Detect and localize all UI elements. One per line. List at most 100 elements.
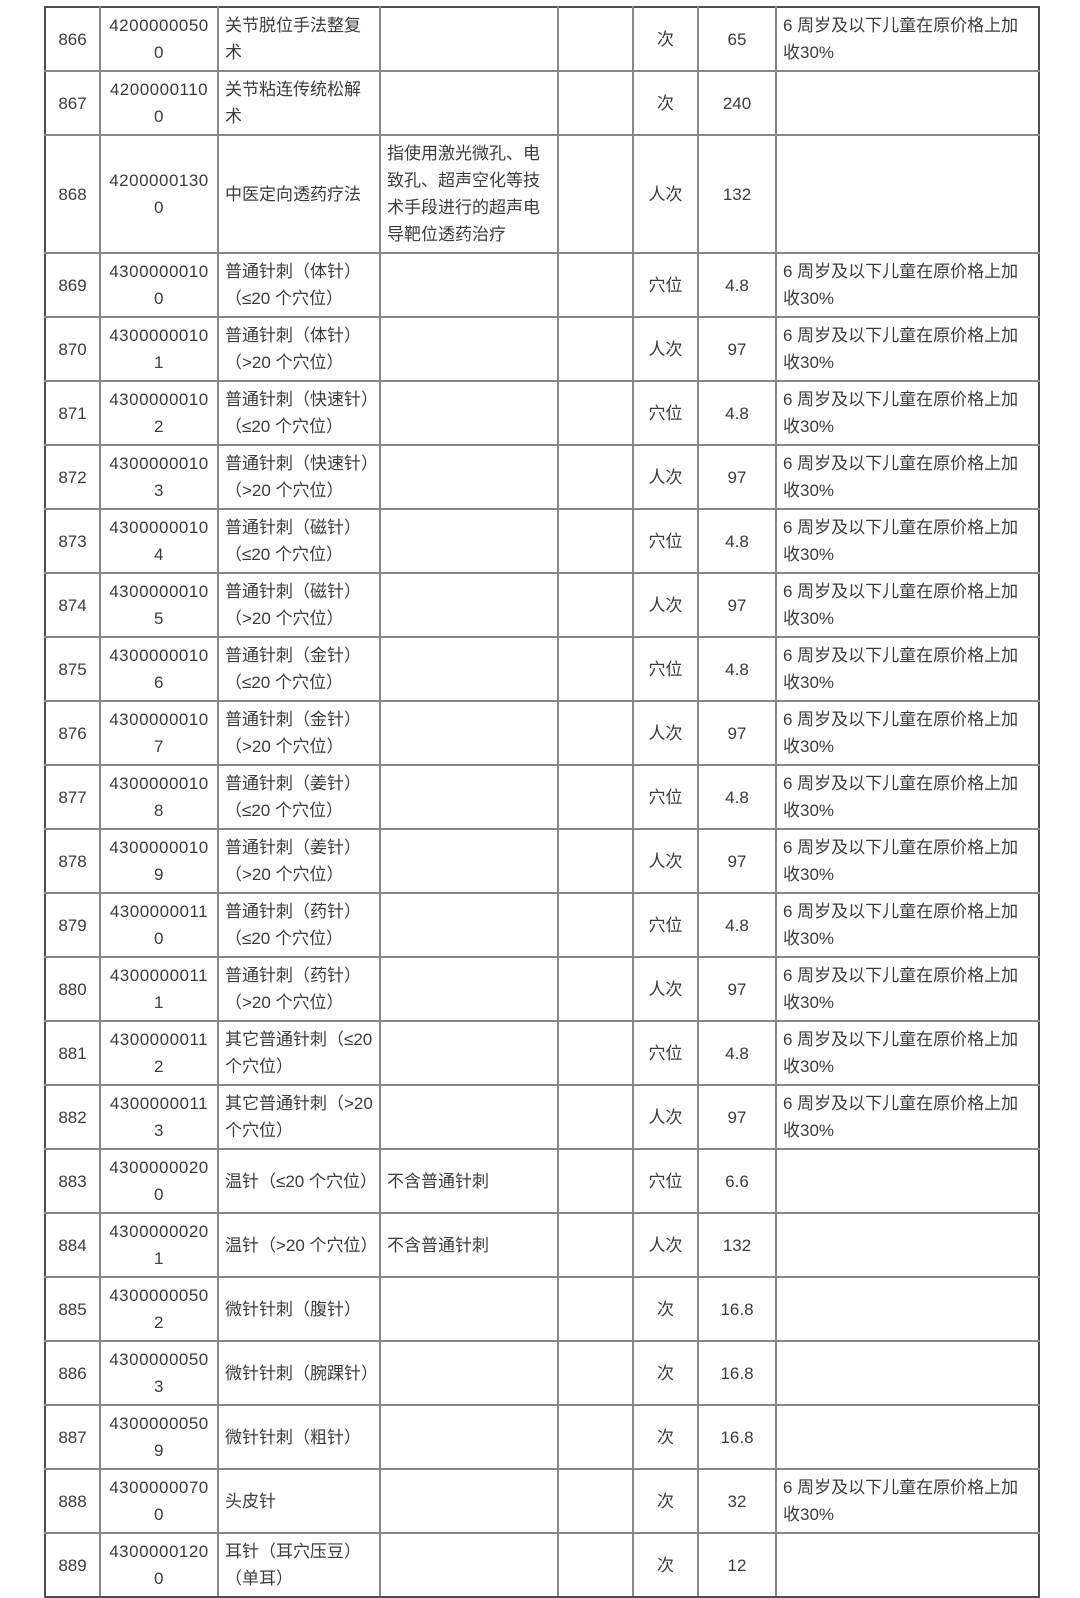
row-unit: 人次: [632, 316, 699, 382]
row-item-code: 43000000113: [99, 1084, 219, 1150]
row-item-name: 普通针刺（体针）（>20 个穴位）: [217, 316, 381, 382]
table-row: 882 43000000113 其它普通针刺（>20 个穴位） 人次 97 6 …: [44, 1084, 1040, 1150]
row-sequence-number: 889: [44, 1532, 101, 1598]
row-sequence-number: 877: [44, 764, 101, 830]
row-empty-cell: [557, 380, 634, 446]
row-note: [775, 1276, 1040, 1342]
row-sequence-number: 880: [44, 956, 101, 1022]
row-sequence-number: 868: [44, 134, 101, 254]
row-unit: 穴位: [632, 508, 699, 574]
row-empty-cell: [557, 636, 634, 702]
row-note: [775, 70, 1040, 136]
row-description: [379, 1340, 559, 1406]
row-unit: 次: [632, 6, 699, 72]
row-item-name: 关节粘连传统松解术: [217, 70, 381, 136]
row-description: [379, 70, 559, 136]
row-item-name: 其它普通针刺（>20 个穴位）: [217, 1084, 381, 1150]
row-unit: 穴位: [632, 1020, 699, 1086]
row-description: [379, 572, 559, 638]
row-item-name: 关节脱位手法整复术: [217, 6, 381, 72]
row-note: 6 周岁及以下儿童在原价格上加收30%: [775, 572, 1040, 638]
table-row: 883 43000000200 温针（≤20 个穴位） 不含普通针刺 穴位 6.…: [44, 1148, 1040, 1214]
row-item-code: 43000000102: [99, 380, 219, 446]
row-description: [379, 316, 559, 382]
row-item-name: 头皮针: [217, 1468, 381, 1534]
row-description: [379, 892, 559, 958]
table-row: 889 43000001200 耳针（耳穴压豆）（单耳） 次 12: [44, 1532, 1040, 1598]
row-item-name: 中医定向透药疗法: [217, 134, 381, 254]
row-item-code: 43000000111: [99, 956, 219, 1022]
row-price: 16.8: [697, 1404, 777, 1470]
row-item-code: 43000000100: [99, 252, 219, 318]
table-row: 877 43000000108 普通针刺（姜针）（≤20 个穴位） 穴位 4.8…: [44, 764, 1040, 830]
document-page: 866 42000000500 关节脱位手法整复术 次 65 6 周岁及以下儿童…: [44, 6, 1040, 1598]
row-item-name: 普通针刺（快速针）（≤20 个穴位）: [217, 380, 381, 446]
row-note: 6 周岁及以下儿童在原价格上加收30%: [775, 6, 1040, 72]
row-empty-cell: [557, 956, 634, 1022]
row-description: [379, 828, 559, 894]
row-sequence-number: 874: [44, 572, 101, 638]
row-description: [379, 1468, 559, 1534]
row-sequence-number: 886: [44, 1340, 101, 1406]
row-item-code: 43000000110: [99, 892, 219, 958]
row-price: 16.8: [697, 1276, 777, 1342]
row-unit: 次: [632, 1276, 699, 1342]
row-note: 6 周岁及以下儿童在原价格上加收30%: [775, 764, 1040, 830]
row-sequence-number: 875: [44, 636, 101, 702]
row-item-code: 43000000108: [99, 764, 219, 830]
row-price: 4.8: [697, 252, 777, 318]
row-item-code: 42000000500: [99, 6, 219, 72]
row-price: 97: [697, 572, 777, 638]
row-sequence-number: 882: [44, 1084, 101, 1150]
row-note: 6 周岁及以下儿童在原价格上加收30%: [775, 1468, 1040, 1534]
row-description: [379, 636, 559, 702]
row-note: [775, 1212, 1040, 1278]
row-description: 指使用激光微孔、电致孔、超声空化等技术手段进行的超声电导靶位透药治疗: [379, 134, 559, 254]
table-row: 886 43000000503 微针针刺（腕踝针） 次 16.8: [44, 1340, 1040, 1406]
row-sequence-number: 869: [44, 252, 101, 318]
row-note: [775, 1532, 1040, 1598]
row-item-name: 普通针刺（姜针）（≤20 个穴位）: [217, 764, 381, 830]
row-unit: 人次: [632, 572, 699, 638]
row-unit: 次: [632, 1468, 699, 1534]
row-price: 97: [697, 1084, 777, 1150]
row-item-name: 普通针刺（磁针）（>20 个穴位）: [217, 572, 381, 638]
row-item-code: 43000000103: [99, 444, 219, 510]
row-unit: 人次: [632, 444, 699, 510]
table-row: 872 43000000103 普通针刺（快速针）（>20 个穴位） 人次 97…: [44, 444, 1040, 510]
row-empty-cell: [557, 252, 634, 318]
row-unit: 人次: [632, 956, 699, 1022]
row-price: 97: [697, 956, 777, 1022]
row-note: 6 周岁及以下儿童在原价格上加收30%: [775, 1020, 1040, 1086]
table-row: 873 43000000104 普通针刺（磁针）（≤20 个穴位） 穴位 4.8…: [44, 508, 1040, 574]
table-row: 870 43000000101 普通针刺（体针）（>20 个穴位） 人次 97 …: [44, 316, 1040, 382]
row-item-name: 普通针刺（体针）（≤20 个穴位）: [217, 252, 381, 318]
row-price: 132: [697, 134, 777, 254]
row-price: 12: [697, 1532, 777, 1598]
row-unit: 人次: [632, 700, 699, 766]
row-item-code: 43000001200: [99, 1532, 219, 1598]
table-row: 866 42000000500 关节脱位手法整复术 次 65 6 周岁及以下儿童…: [44, 6, 1040, 72]
row-price: 65: [697, 6, 777, 72]
row-description: [379, 380, 559, 446]
row-note: 6 周岁及以下儿童在原价格上加收30%: [775, 1084, 1040, 1150]
row-sequence-number: 885: [44, 1276, 101, 1342]
row-note: 6 周岁及以下儿童在原价格上加收30%: [775, 636, 1040, 702]
row-item-code: 43000000106: [99, 636, 219, 702]
row-empty-cell: [557, 1276, 634, 1342]
row-unit: 人次: [632, 134, 699, 254]
row-item-name: 普通针刺（药针）（≤20 个穴位）: [217, 892, 381, 958]
row-description: [379, 1084, 559, 1150]
row-description: [379, 508, 559, 574]
row-note: 6 周岁及以下儿童在原价格上加收30%: [775, 508, 1040, 574]
row-empty-cell: [557, 1020, 634, 1086]
row-item-name: 微针针刺（粗针）: [217, 1404, 381, 1470]
row-unit: 次: [632, 1340, 699, 1406]
table-row: 876 43000000107 普通针刺（金针）（>20 个穴位） 人次 97 …: [44, 700, 1040, 766]
row-item-code: 43000000700: [99, 1468, 219, 1534]
row-description: [379, 1020, 559, 1086]
row-item-code: 43000000201: [99, 1212, 219, 1278]
table-row: 879 43000000110 普通针刺（药针）（≤20 个穴位） 穴位 4.8…: [44, 892, 1040, 958]
row-empty-cell: [557, 1340, 634, 1406]
row-empty-cell: [557, 764, 634, 830]
